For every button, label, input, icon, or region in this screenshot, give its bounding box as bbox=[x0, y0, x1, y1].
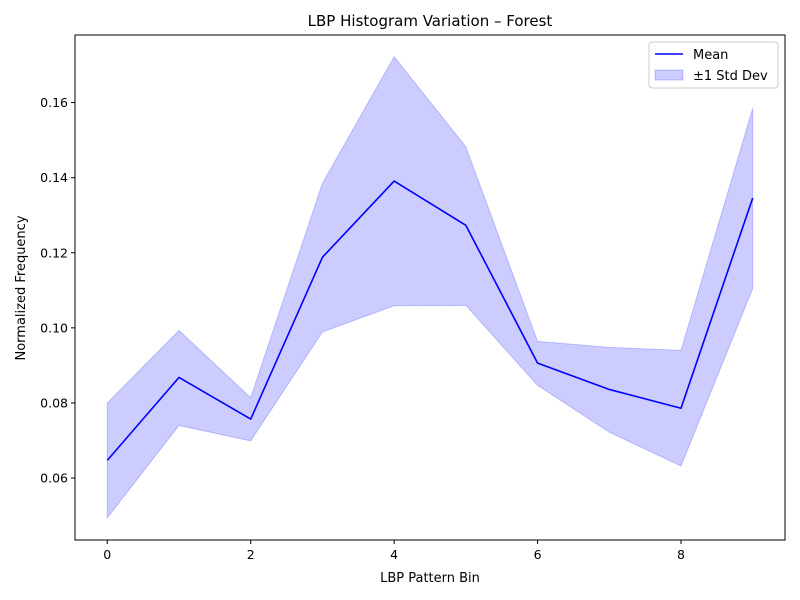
y-tick-label: 0.16 bbox=[40, 95, 68, 110]
legend-band-label: ±1 Std Dev bbox=[693, 69, 768, 84]
y-axis-label: Normalized Frequency bbox=[14, 215, 29, 360]
x-tick-label: 6 bbox=[534, 547, 542, 562]
axes-frame bbox=[74, 34, 786, 541]
std-dev-band bbox=[106, 55, 754, 520]
legend: Mean ±1 Std Dev bbox=[648, 41, 779, 89]
legend-band-swatch bbox=[654, 69, 684, 81]
x-axis-label: LBP Pattern Bin bbox=[380, 571, 480, 586]
mean-line bbox=[106, 180, 754, 461]
x-tick-label: 2 bbox=[247, 547, 255, 562]
y-tick-label: 0.08 bbox=[40, 395, 68, 410]
x-tick-label: 0 bbox=[103, 547, 111, 562]
y-tick-label: 0.12 bbox=[40, 245, 68, 260]
legend-mean-label: Mean bbox=[693, 48, 728, 63]
x-tick-label: 4 bbox=[390, 547, 398, 562]
chart-title: LBP Histogram Variation – Forest bbox=[308, 12, 553, 30]
x-tick-label: 8 bbox=[677, 547, 685, 562]
y-tick-label: 0.14 bbox=[40, 170, 68, 185]
y-tick-label: 0.10 bbox=[40, 320, 68, 335]
y-tick-label: 0.06 bbox=[40, 471, 68, 486]
axes: 0 2 4 6 8 0.06 0.08 0.10 0.12 0.14 0.16 bbox=[40, 34, 786, 562]
plot-area bbox=[106, 55, 754, 520]
